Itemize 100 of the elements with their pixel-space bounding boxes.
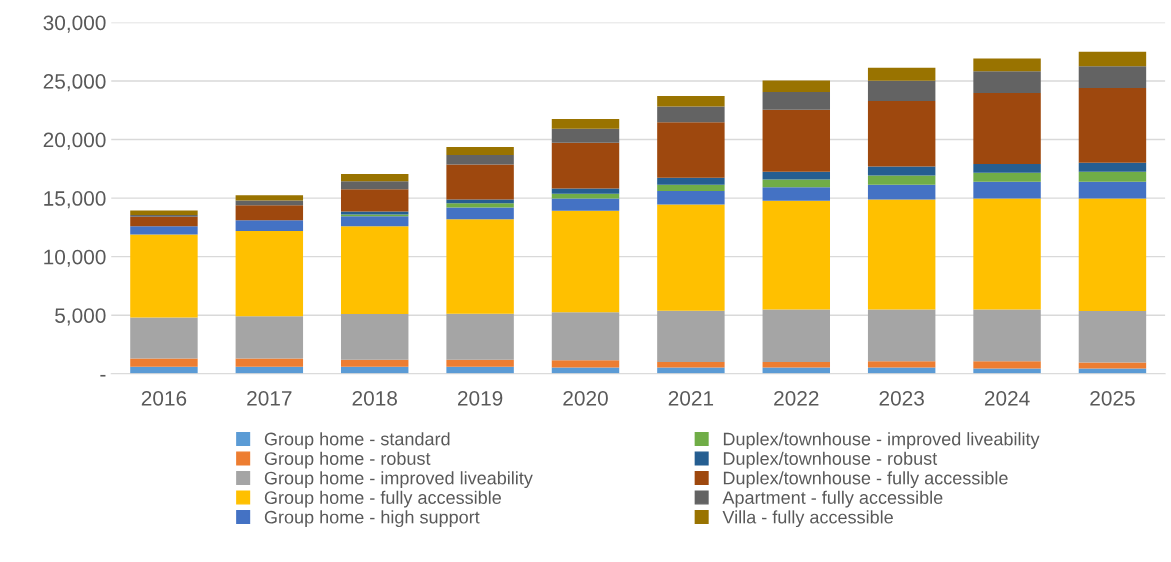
bar	[235, 358, 304, 367]
bar	[130, 358, 198, 367]
bar	[657, 361, 725, 368]
bar	[235, 200, 304, 206]
bar	[762, 171, 830, 180]
bar	[446, 219, 514, 314]
x-tick-label: 2022	[774, 390, 819, 406]
legend-label: Duplex/townhouse - fully accessible	[723, 471, 1008, 489]
bar	[235, 220, 304, 231]
y-tick-label: 30,000	[43, 15, 106, 33]
x-tick-label: 2024	[984, 390, 1030, 406]
bar	[867, 80, 936, 101]
bar	[657, 184, 725, 191]
bar	[446, 203, 514, 208]
bar	[973, 71, 1041, 93]
bar	[551, 198, 620, 211]
bar	[341, 226, 409, 315]
bar	[973, 172, 1041, 182]
x-tick-label: 2016	[141, 390, 187, 406]
bar	[657, 122, 725, 178]
bar	[130, 216, 198, 227]
bar	[551, 312, 620, 361]
bar	[446, 164, 514, 200]
x-tick-label: 2018	[352, 390, 397, 406]
bar	[446, 207, 514, 220]
bar	[446, 147, 514, 155]
bar	[867, 175, 936, 185]
bar	[657, 177, 725, 185]
x-tick-label: 2023	[879, 390, 924, 406]
bar	[235, 195, 304, 201]
bar	[867, 67, 936, 81]
bar	[762, 187, 830, 201]
bar	[130, 226, 198, 235]
bar	[130, 234, 198, 318]
bar	[973, 92, 1041, 165]
bar	[235, 316, 304, 359]
bar	[973, 309, 1041, 362]
bar	[551, 360, 620, 368]
bar	[1078, 162, 1147, 172]
bar	[341, 174, 409, 182]
bar	[446, 359, 514, 367]
y-tick-label: 25,000	[43, 74, 106, 92]
bar	[867, 166, 936, 176]
bar	[973, 198, 1041, 310]
y-tick-label: -	[100, 374, 106, 377]
y-tick-label: 10,000	[44, 249, 106, 267]
bar	[551, 128, 620, 143]
bar	[341, 314, 409, 360]
bar	[973, 361, 1041, 369]
bar	[551, 118, 620, 129]
bar	[657, 106, 725, 123]
bar	[341, 189, 409, 212]
x-tick-label: 2020	[563, 390, 608, 406]
bar	[1078, 198, 1147, 312]
x-tick-label: 2021	[668, 390, 714, 406]
bar	[762, 109, 830, 172]
bar	[762, 91, 830, 110]
bar	[1078, 362, 1147, 369]
bar	[657, 96, 725, 107]
bar	[551, 142, 620, 189]
bar	[235, 205, 304, 221]
bar	[1078, 66, 1147, 88]
bar	[341, 359, 409, 367]
bar	[867, 309, 936, 362]
bar	[762, 309, 830, 362]
bar	[867, 184, 936, 200]
legend-label: Duplex/townhouse - robust	[723, 451, 938, 469]
bar	[341, 181, 409, 190]
legend-label: Group home - robust	[264, 451, 431, 469]
bar	[867, 199, 936, 310]
bar	[235, 230, 304, 317]
legend-label: Group home - standard	[264, 432, 450, 449]
bar	[657, 190, 725, 205]
bar	[446, 313, 514, 360]
legend-label: Villa - fully accessible	[722, 510, 893, 528]
x-tick-label: 2019	[457, 390, 503, 406]
legend-label: Apartment - fully accessible	[722, 490, 943, 508]
bar	[551, 188, 620, 194]
bar	[341, 216, 409, 227]
x-tick-label: 2025	[1090, 390, 1135, 406]
bar	[1078, 311, 1147, 363]
bar	[130, 317, 198, 359]
x-tick-label: 2017	[247, 390, 292, 406]
bar	[762, 80, 830, 92]
y-tick-label: 20,000	[43, 132, 106, 150]
bar	[1078, 181, 1147, 199]
bar	[551, 210, 620, 313]
bar	[657, 310, 725, 362]
bar	[762, 179, 830, 188]
y-tick-label: 5,000	[55, 308, 106, 326]
bar	[762, 200, 830, 310]
bar	[130, 210, 198, 216]
legend-label: Group home - high support	[264, 510, 480, 528]
legend-label: Group home - fully accessible	[264, 490, 501, 508]
legend-label: Duplex/townhouse - improved liveability	[723, 432, 1040, 449]
bar	[973, 164, 1041, 173]
bar	[1078, 87, 1147, 163]
legend-label: Group home - improved liveability	[264, 471, 533, 489]
bar	[973, 181, 1041, 199]
bar	[657, 204, 725, 311]
